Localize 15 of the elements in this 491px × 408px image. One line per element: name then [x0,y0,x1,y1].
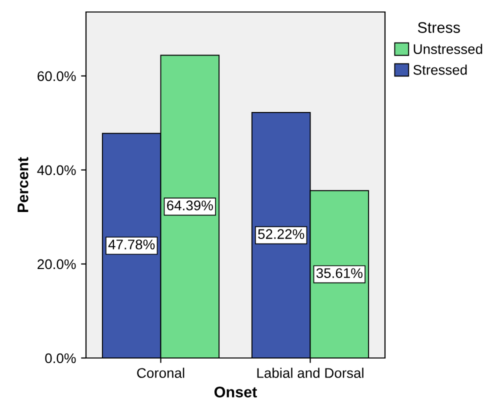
data-label: 64.39% [167,200,213,210]
legend-title: Stress [418,22,460,33]
data-label: 52.22% [258,229,304,239]
data-label: 47.78% [108,240,155,250]
y-tick-label: 40.0% [37,165,76,176]
x-tick-label: Coronal [137,368,184,378]
legend-label: Unstressed [414,44,482,54]
y-tick-label: 20.0% [38,259,76,270]
y-axis-title: Percent [18,157,28,212]
y-tick-label: 0.0% [45,353,76,364]
y-tick-label: 60.0% [38,71,76,82]
x-axis-title: Onset [214,386,257,398]
data-label: 35.61% [316,268,362,278]
x-tick-label: Labial and Dorsal [257,368,364,378]
legend-label: Stressed [413,64,467,75]
